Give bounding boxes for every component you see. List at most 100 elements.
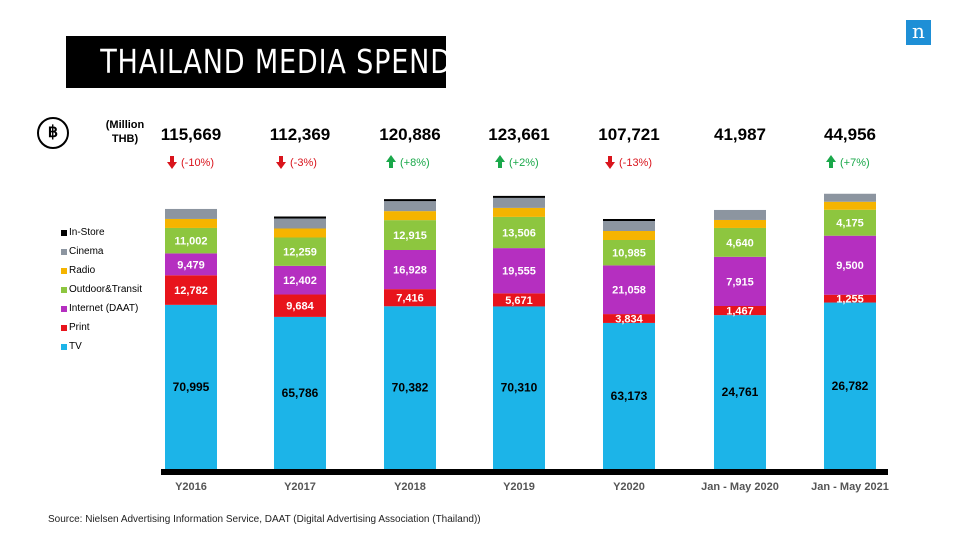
data-label: 19,555	[502, 266, 536, 278]
data-label: 11,002	[174, 236, 207, 248]
bar-radio	[274, 228, 326, 238]
change-label: (-10%)	[181, 157, 214, 169]
change-label: (-13%)	[619, 157, 652, 169]
bar-radio	[384, 211, 436, 221]
bar-in-store	[493, 195, 545, 198]
legend-item-tv: TV	[61, 337, 142, 356]
bar-tv	[714, 315, 766, 469]
bar-cinema	[493, 197, 545, 208]
bar-in-store	[603, 218, 655, 221]
arrow-down-icon	[167, 156, 177, 169]
bar-internet-daat	[714, 256, 766, 306]
data-label: 12,782	[174, 285, 208, 297]
bar-cinema	[274, 218, 326, 229]
data-label: 10,985	[612, 248, 646, 260]
bar-print	[165, 275, 217, 305]
bar-tv	[165, 304, 217, 469]
category-label: Y2019	[503, 481, 535, 493]
data-label: 4,640	[726, 237, 754, 249]
data-label: 26,782	[832, 379, 869, 393]
bar-internet-daat	[824, 235, 876, 295]
category-label: Y2016	[175, 481, 207, 493]
category-label: Jan - May 2021	[811, 481, 889, 493]
legend-swatch	[61, 305, 67, 312]
legend: In-Store Cinema Radio Outdoor&Transit Intern…	[61, 223, 142, 356]
legend-item-radio: Radio	[61, 261, 142, 280]
unit-label-line-2: THB)	[111, 133, 139, 145]
legend-swatch	[61, 248, 67, 255]
bar-outdoor-transit	[714, 227, 766, 257]
bar-outdoor-transit	[384, 220, 436, 250]
data-label: 9,479	[177, 259, 205, 271]
data-label: 9,684	[286, 301, 314, 313]
bar-tv	[824, 302, 876, 469]
total-label: 123,661	[488, 125, 549, 144]
bar-radio	[603, 230, 655, 240]
bar-internet-daat	[165, 253, 217, 276]
data-label: 3,834	[615, 314, 643, 326]
x-axis-baseline	[161, 469, 888, 475]
bar-radio	[824, 201, 876, 210]
legend-swatch	[61, 267, 67, 274]
bar-outdoor-transit	[274, 237, 326, 266]
arrow-up-icon	[826, 155, 836, 168]
bar-cinema	[824, 193, 876, 202]
legend-item-internet-daat: Internet (DAAT)	[61, 299, 142, 318]
bar-print	[493, 293, 545, 307]
data-label: 1,255	[836, 294, 864, 306]
legend-item-cinema: Cinema	[61, 242, 142, 261]
bar-outdoor-transit	[603, 239, 655, 266]
data-label: 7,915	[726, 276, 754, 288]
bar-internet-daat	[384, 249, 436, 290]
bar-radio	[165, 218, 217, 228]
category-label: Y2017	[284, 481, 316, 493]
data-label: 1,467	[726, 306, 754, 318]
total-label: 112,369	[270, 125, 331, 144]
bar-tv	[493, 306, 545, 469]
data-label: 24,761	[722, 385, 759, 399]
legend-label: Internet (DAAT)	[69, 303, 139, 314]
bar-in-store	[274, 216, 326, 219]
bar-print	[824, 294, 876, 303]
data-label: 70,382	[392, 381, 429, 395]
bar-print	[603, 314, 655, 323]
bar-radio	[714, 219, 766, 228]
bar-internet-daat	[603, 265, 655, 315]
legend-label: TV	[69, 341, 82, 352]
bar-internet-daat	[493, 248, 545, 294]
bar-print	[274, 294, 326, 317]
total-label: 120,886	[379, 125, 440, 144]
legend-swatch	[61, 286, 67, 293]
total-label: 41,987	[714, 125, 766, 144]
change-label: (+8%)	[400, 157, 430, 169]
legend-label: Print	[69, 322, 90, 333]
bar-cinema	[384, 201, 436, 212]
bar-cinema	[714, 209, 766, 220]
legend-swatch	[61, 324, 67, 331]
legend-swatch	[61, 229, 67, 236]
data-label: 21,058	[612, 285, 646, 297]
legend-item-in-store: In-Store	[61, 223, 142, 242]
bar-in-store	[384, 199, 436, 202]
baht-icon: ฿	[37, 117, 69, 149]
legend-item-outdoor-transit: Outdoor&Transit	[61, 280, 142, 299]
bar-outdoor-transit	[165, 227, 217, 254]
legend-label: Radio	[69, 265, 96, 276]
change-label: (-3%)	[290, 157, 317, 169]
arrow-down-icon	[605, 156, 615, 169]
arrow-up-icon	[495, 155, 505, 168]
title-banner: THAILAND MEDIA SPENDING	[66, 36, 503, 88]
data-label: 12,915	[393, 230, 427, 242]
total-label: 107,721	[598, 125, 659, 144]
bar-internet-daat	[274, 265, 326, 295]
data-label: 9,500	[836, 260, 864, 272]
arrow-up-icon	[386, 155, 396, 168]
total-label: 115,669	[161, 125, 222, 144]
data-label: 7,416	[396, 293, 424, 305]
data-label: 70,310	[501, 381, 538, 395]
bar-tv	[274, 316, 326, 469]
bar-outdoor-transit	[824, 209, 876, 236]
data-label: 5,671	[505, 295, 533, 307]
bar-cinema	[603, 220, 655, 231]
